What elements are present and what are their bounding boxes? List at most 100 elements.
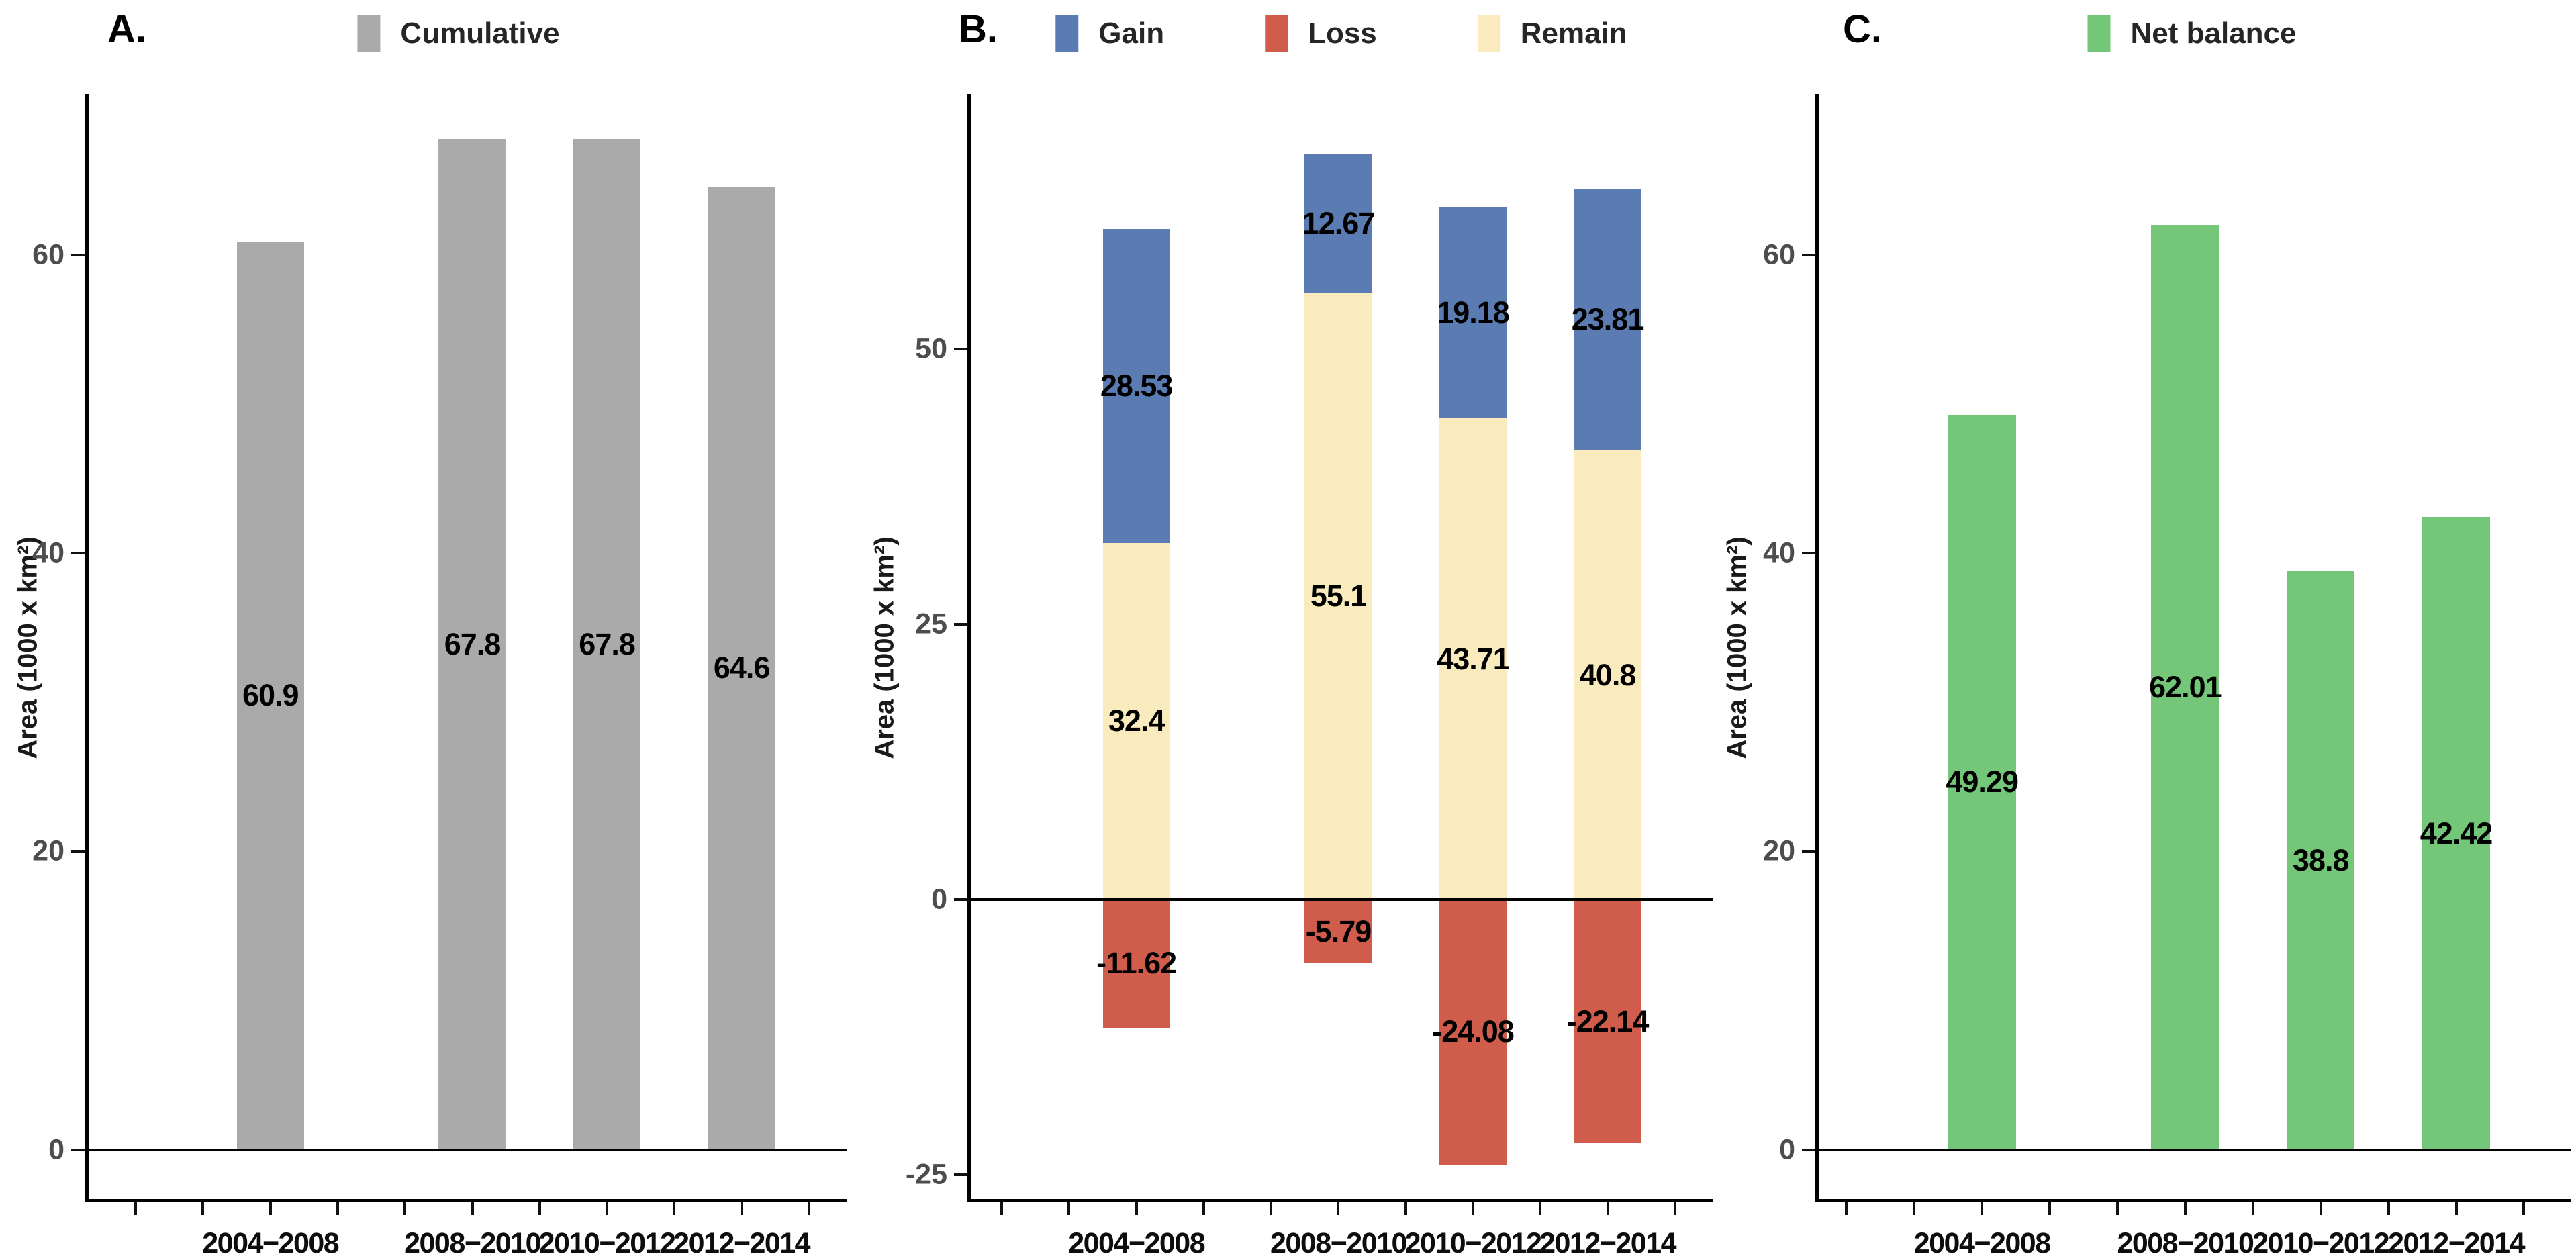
bar-value-label-net-balance-2010-2012: 38.8 — [2292, 842, 2350, 877]
legend-swatch-cumulative — [357, 15, 381, 52]
bar-value-label-gain-2004-2008: 28.53 — [1100, 369, 1174, 403]
legend-item-net-balance: Net balance — [2087, 15, 2297, 52]
zero-line — [967, 898, 1713, 902]
x-tick-mark — [2048, 1202, 2052, 1215]
legend-swatch-net-balance — [2087, 15, 2111, 52]
y-tick-mark — [1802, 253, 1815, 256]
y-tick-mark — [954, 348, 967, 351]
x-tick-mark — [606, 1202, 609, 1215]
x-tick-mark — [1135, 1202, 1138, 1215]
x-tick-mark — [2387, 1202, 2390, 1215]
x-category-label-2008-2010: 2008−2010 — [404, 1227, 541, 1259]
legend-item-loss: Loss — [1265, 15, 1377, 52]
x-tick-mark — [1673, 1202, 1676, 1215]
panel-a-letter: A. — [107, 7, 146, 51]
bar-value-label-gain-2008-2010: 12.67 — [1302, 205, 1376, 240]
bar-net-balance-2004-2008 — [1948, 414, 2016, 1150]
x-tick-mark — [2522, 1202, 2526, 1215]
panel-c-legend: Net balance — [2087, 15, 2297, 52]
x-tick-mark — [134, 1202, 138, 1215]
legend-label-net-balance: Net balance — [2130, 17, 2297, 50]
x-tick-mark — [1913, 1202, 1916, 1215]
x-category-label-2008-2010: 2008−2010 — [1270, 1227, 1407, 1259]
x-tick-mark — [403, 1202, 407, 1215]
bar-value-label-loss-2012-2014: -22.14 — [1566, 1004, 1650, 1038]
y-tick-mark — [954, 1173, 967, 1176]
x-axis-line — [967, 1199, 1713, 1202]
panel-a-plot-area: 60.9 67.8 67.8 64.6 0 20 40 60 2004−2008 2008−201… — [0, 0, 853, 1260]
panel-c-letter: C. — [1843, 7, 1882, 51]
bar-value-label-remain-2010-2012: 43.71 — [1437, 641, 1510, 676]
x-tick-mark — [2454, 1202, 2458, 1215]
bar-cumulative-2004-2008 — [236, 241, 304, 1150]
x-axis-line — [85, 1199, 847, 1202]
y-tick-label: 60 — [32, 238, 64, 271]
bar-remain-2012-2014 — [1574, 450, 1641, 900]
bar-value-label-cumulative-2008-2010: 67.8 — [444, 626, 502, 661]
bar-cumulative-2008-2010 — [438, 138, 506, 1150]
y-tick-mark — [71, 1148, 85, 1151]
bar-value-label-cumulative-2010-2012: 67.8 — [579, 626, 636, 661]
y-tick-mark — [71, 552, 85, 555]
panel-c: C. Net balance Area (1000 x km²) 49.29 62… — [1719, 0, 2576, 1260]
legend-label-remain: Remain — [1520, 17, 1627, 50]
x-tick-mark — [1606, 1202, 1609, 1215]
panel-b: B. Gain Loss Remain Area (1000 x km²) 32.4… — [853, 0, 1719, 1260]
bar-gain-2008-2010 — [1304, 154, 1372, 293]
legend-swatch-gain — [1055, 15, 1079, 52]
x-tick-mark — [2251, 1202, 2254, 1215]
y-tick-label: 40 — [1763, 536, 1795, 569]
y-tick-label: 25 — [915, 608, 947, 640]
y-tick-label: 50 — [915, 332, 947, 365]
x-tick-mark — [2319, 1202, 2322, 1215]
x-tick-mark — [2116, 1202, 2119, 1215]
y-tick-label: 20 — [32, 834, 64, 867]
bar-value-label-loss-2010-2012: -24.08 — [1432, 1014, 1515, 1049]
panel-b-legend: Gain Loss Remain — [1055, 15, 1627, 52]
bar-cumulative-2010-2012 — [573, 138, 641, 1150]
panel-c-plot-area: 49.29 62.01 38.8 42.42 0 20 40 60 2004−2008 2008−… — [1719, 0, 2576, 1260]
y-tick-mark — [1802, 850, 1815, 853]
legend-item-gain: Gain — [1055, 15, 1164, 52]
y-tick-mark — [71, 850, 85, 853]
x-tick-mark — [1539, 1202, 1542, 1215]
bar-value-label-remain-2008-2010: 55.1 — [1310, 579, 1368, 614]
y-tick-label: 20 — [1763, 834, 1795, 867]
x-tick-mark — [1270, 1202, 1273, 1215]
bar-cumulative-2012-2014 — [708, 186, 775, 1150]
bar-remain-2008-2010 — [1304, 293, 1372, 900]
bar-value-label-loss-2008-2010: -5.79 — [1305, 914, 1372, 949]
bar-value-label-net-balance-2004-2008: 49.29 — [1946, 765, 2019, 799]
bar-loss-2012-2014 — [1574, 900, 1641, 1144]
y-axis-line — [85, 94, 89, 1202]
bar-gain-2004-2008 — [1102, 229, 1170, 543]
bar-value-label-remain-2004-2008: 32.4 — [1108, 704, 1165, 738]
bar-value-label-net-balance-2008-2010: 62.01 — [2149, 669, 2222, 704]
y-tick-label: -25 — [905, 1158, 947, 1191]
bar-remain-2004-2008 — [1102, 542, 1170, 900]
x-tick-mark — [1067, 1202, 1071, 1215]
y-tick-mark — [1802, 1148, 1815, 1151]
bar-value-label-gain-2012-2014: 23.81 — [1571, 302, 1645, 336]
x-tick-mark — [1000, 1202, 1004, 1215]
bar-net-balance-2008-2010 — [2151, 225, 2220, 1150]
x-tick-mark — [336, 1202, 339, 1215]
bar-value-label-remain-2012-2014: 40.8 — [1579, 657, 1637, 692]
x-tick-mark — [2183, 1202, 2187, 1215]
legend-label-gain: Gain — [1098, 17, 1165, 50]
legend-label-cumulative: Cumulative — [400, 17, 560, 50]
x-category-label-2008-2010: 2008−2010 — [2117, 1227, 2254, 1259]
zero-line — [85, 1148, 847, 1151]
x-category-label-2004-2008: 2004−2008 — [1068, 1227, 1205, 1259]
x-tick-mark — [1472, 1202, 1475, 1215]
x-tick-mark — [1981, 1202, 1984, 1215]
legend-swatch-remain — [1477, 15, 1500, 52]
x-tick-mark — [538, 1202, 541, 1215]
panel-b-letter: B. — [959, 7, 998, 51]
bar-value-label-net-balance-2012-2014: 42.42 — [2420, 816, 2493, 851]
bar-value-label-gain-2010-2012: 19.18 — [1437, 295, 1510, 330]
x-tick-mark — [1337, 1202, 1340, 1215]
legend-label-loss: Loss — [1308, 17, 1377, 50]
y-tick-mark — [71, 253, 85, 256]
x-category-label-2004-2008: 2004−2008 — [202, 1227, 339, 1259]
